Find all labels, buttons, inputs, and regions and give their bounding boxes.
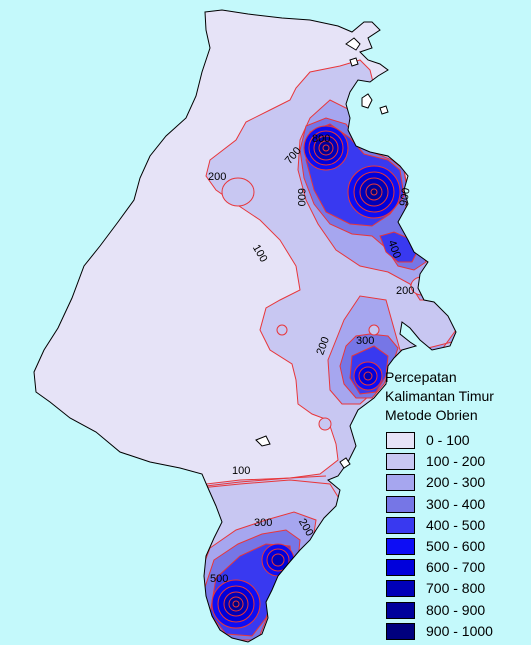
legend-title: Percepatan Kalimantan Timur Metode Obrie… bbox=[385, 368, 529, 425]
legend-title-line: Metode Obrien bbox=[385, 407, 478, 423]
contour-label: 200 bbox=[208, 171, 226, 183]
legend-title-line: Kalimantan Timur bbox=[385, 388, 494, 404]
contour-label: 400 bbox=[385, 239, 403, 260]
contour-labels: 700 200 600 800 900 100 400 200 200 300 … bbox=[208, 133, 414, 585]
legend-title-line: Percepatan bbox=[385, 369, 457, 385]
islands bbox=[255, 37, 389, 469]
legend-item-label: 800 - 900 bbox=[426, 601, 486, 618]
contour-label: 200 bbox=[314, 335, 332, 356]
legend-item: 900 - 1000 bbox=[384, 622, 529, 643]
legend-item-label: 100 - 200 bbox=[426, 453, 486, 470]
legend-item-label: 0 - 100 bbox=[426, 432, 470, 448]
legend-item: 400 - 500 bbox=[384, 516, 529, 537]
peak-north bbox=[303, 125, 349, 171]
contour-label: 300 bbox=[356, 335, 374, 347]
legend-swatch bbox=[386, 622, 415, 640]
legend-item: 0 - 100 bbox=[384, 431, 529, 452]
peak-south-a bbox=[261, 543, 295, 577]
legend-swatch bbox=[386, 537, 415, 555]
coastline bbox=[33, 9, 457, 643]
contour-label: 600 bbox=[295, 188, 307, 206]
contour-loop-d bbox=[318, 417, 332, 431]
legend-item-label: 200 - 300 bbox=[426, 474, 486, 491]
peak-east bbox=[347, 165, 401, 219]
legend-swatch bbox=[386, 559, 415, 577]
legend-item: 800 - 900 bbox=[384, 601, 529, 622]
contour-bands bbox=[189, 59, 456, 642]
contour-loop-b bbox=[368, 324, 380, 336]
legend-item: 300 - 400 bbox=[384, 495, 529, 516]
legend-item-label: 600 - 700 bbox=[426, 559, 486, 576]
peak-south-b bbox=[211, 579, 261, 629]
legend-item-label: 900 - 1000 bbox=[426, 622, 493, 639]
legend-item-label: 300 - 400 bbox=[426, 495, 486, 512]
contour-label: 900 bbox=[398, 187, 413, 207]
contour-label: 500 bbox=[210, 573, 228, 585]
legend-item: 500 - 600 bbox=[384, 537, 529, 558]
legend-swatch bbox=[386, 453, 415, 471]
legend-swatch bbox=[386, 432, 415, 449]
peak-mid bbox=[353, 361, 383, 391]
legend: Percepatan Kalimantan Timur Metode Obrie… bbox=[384, 368, 529, 643]
legend-swatch bbox=[386, 580, 415, 598]
legend-swatch bbox=[386, 474, 415, 492]
legend-item-label: 700 - 800 bbox=[426, 580, 486, 597]
legend-item-label: 400 - 500 bbox=[426, 516, 486, 533]
contour-line-100 bbox=[205, 475, 327, 487]
legend-item: 600 - 700 bbox=[384, 558, 529, 579]
legend-swatch bbox=[386, 516, 415, 534]
contour-loop-west bbox=[221, 177, 255, 207]
contour-label: 800 bbox=[312, 133, 330, 145]
legend-item: 100 - 200 bbox=[384, 452, 529, 473]
legend-item: 200 - 300 bbox=[384, 473, 529, 494]
legend-item: 700 - 800 bbox=[384, 579, 529, 600]
contour-label: 300 bbox=[254, 517, 272, 529]
contour-loop-a bbox=[276, 324, 288, 336]
legend-swatch bbox=[386, 495, 415, 513]
contour-label: 100 bbox=[232, 465, 250, 477]
legend-item-label: 500 - 600 bbox=[426, 537, 486, 554]
legend-swatch bbox=[386, 601, 415, 619]
contour-label: 200 bbox=[396, 285, 414, 297]
